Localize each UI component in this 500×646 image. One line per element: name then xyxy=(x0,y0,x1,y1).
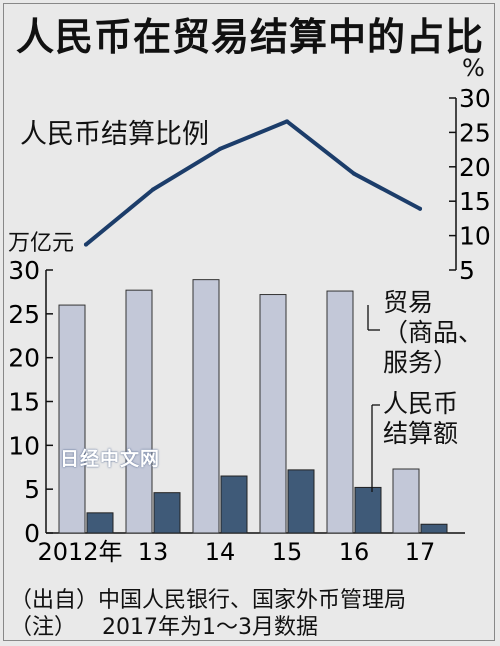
rmb-bar xyxy=(420,523,448,534)
rmb-share-point xyxy=(84,242,88,247)
watermark: 日经中文网 xyxy=(60,448,161,470)
trade-label-line3: 服务） xyxy=(383,348,459,377)
rmb-share-point xyxy=(151,187,155,192)
rmb-share-point xyxy=(352,171,356,176)
chart-frame xyxy=(3,3,495,641)
trade-bar xyxy=(58,304,86,534)
x-axis-label: 15 xyxy=(272,538,303,566)
rmb-bar xyxy=(86,512,114,534)
x-axis-label: 2012年 xyxy=(37,538,122,566)
rmb-bar xyxy=(354,486,382,534)
trade-bar xyxy=(259,294,287,534)
trade-bar xyxy=(326,290,354,534)
rmb-share-line xyxy=(84,119,422,247)
line-series-label: 人民币结算比例 xyxy=(20,119,209,150)
trade-label-line2: （商品、 xyxy=(383,318,484,347)
x-axis-label: 14 xyxy=(205,538,236,566)
right-axis-tick-label: 20 xyxy=(459,153,491,182)
right-axis-unit: % xyxy=(462,54,485,82)
rmb-bar xyxy=(287,469,315,534)
right-axis-tick-label: 5 xyxy=(459,256,475,285)
rmb-bar-label: 人民币 结算额 xyxy=(383,389,458,449)
left-axis-tick-label: 5 xyxy=(24,475,40,504)
trade-bar xyxy=(125,289,153,534)
rmb-share-point xyxy=(285,119,289,124)
right-axis-tick-label: 30 xyxy=(459,84,491,113)
chart-title: 人民币在贸易结算中的占比 xyxy=(15,15,484,59)
x-axis-label: 16 xyxy=(339,538,370,566)
rmb-bar xyxy=(153,492,181,534)
right-axis-tick-label: 10 xyxy=(459,222,491,251)
footnote-text: 2017年为1～3月数据 xyxy=(102,615,318,640)
left-axis: 0 5 10 15 20 25 30 xyxy=(8,256,465,548)
left-axis-unit: 万亿元 xyxy=(8,231,75,256)
source-note: （出自）中国人民银行、国家外币管理局 xyxy=(10,588,407,613)
left-axis-tick-label: 0 xyxy=(24,519,40,548)
x-axis-label: 13 xyxy=(138,538,169,566)
left-axis-tick-label: 10 xyxy=(8,431,40,460)
x-axis-label: 17 xyxy=(405,538,436,566)
trade-bar xyxy=(192,279,220,534)
right-axis: 5 10 15 20 25 30 xyxy=(449,84,491,285)
rmb-bar xyxy=(220,475,248,534)
right-axis-tick-label: 25 xyxy=(459,118,491,147)
trade-bar-label: 贸易 （商品、 服务） xyxy=(383,288,483,378)
left-axis-tick-label: 30 xyxy=(8,256,40,285)
line-series xyxy=(84,119,422,247)
bar-series xyxy=(58,279,448,534)
trade-label-line1: 贸易 xyxy=(383,288,434,317)
rmb-share-point xyxy=(218,146,222,151)
right-axis-tick-label: 15 xyxy=(459,187,491,216)
left-axis-tick-label: 15 xyxy=(8,388,40,417)
left-axis-tick-label: 25 xyxy=(8,300,40,329)
rmb-label-line2: 结算额 xyxy=(383,419,459,448)
left-axis-tick-label: 20 xyxy=(8,344,40,373)
label-leader-lines xyxy=(367,305,380,492)
rmb-label-line1: 人民币 xyxy=(383,389,459,418)
footnote-prefix: （注） xyxy=(10,615,77,640)
trade-bar xyxy=(392,468,420,534)
rmb-share-point xyxy=(418,206,422,211)
footnote: （注） 2017年为1～3月数据 xyxy=(10,609,318,641)
x-axis-labels: 2012年 13 14 15 16 17 xyxy=(37,538,435,566)
